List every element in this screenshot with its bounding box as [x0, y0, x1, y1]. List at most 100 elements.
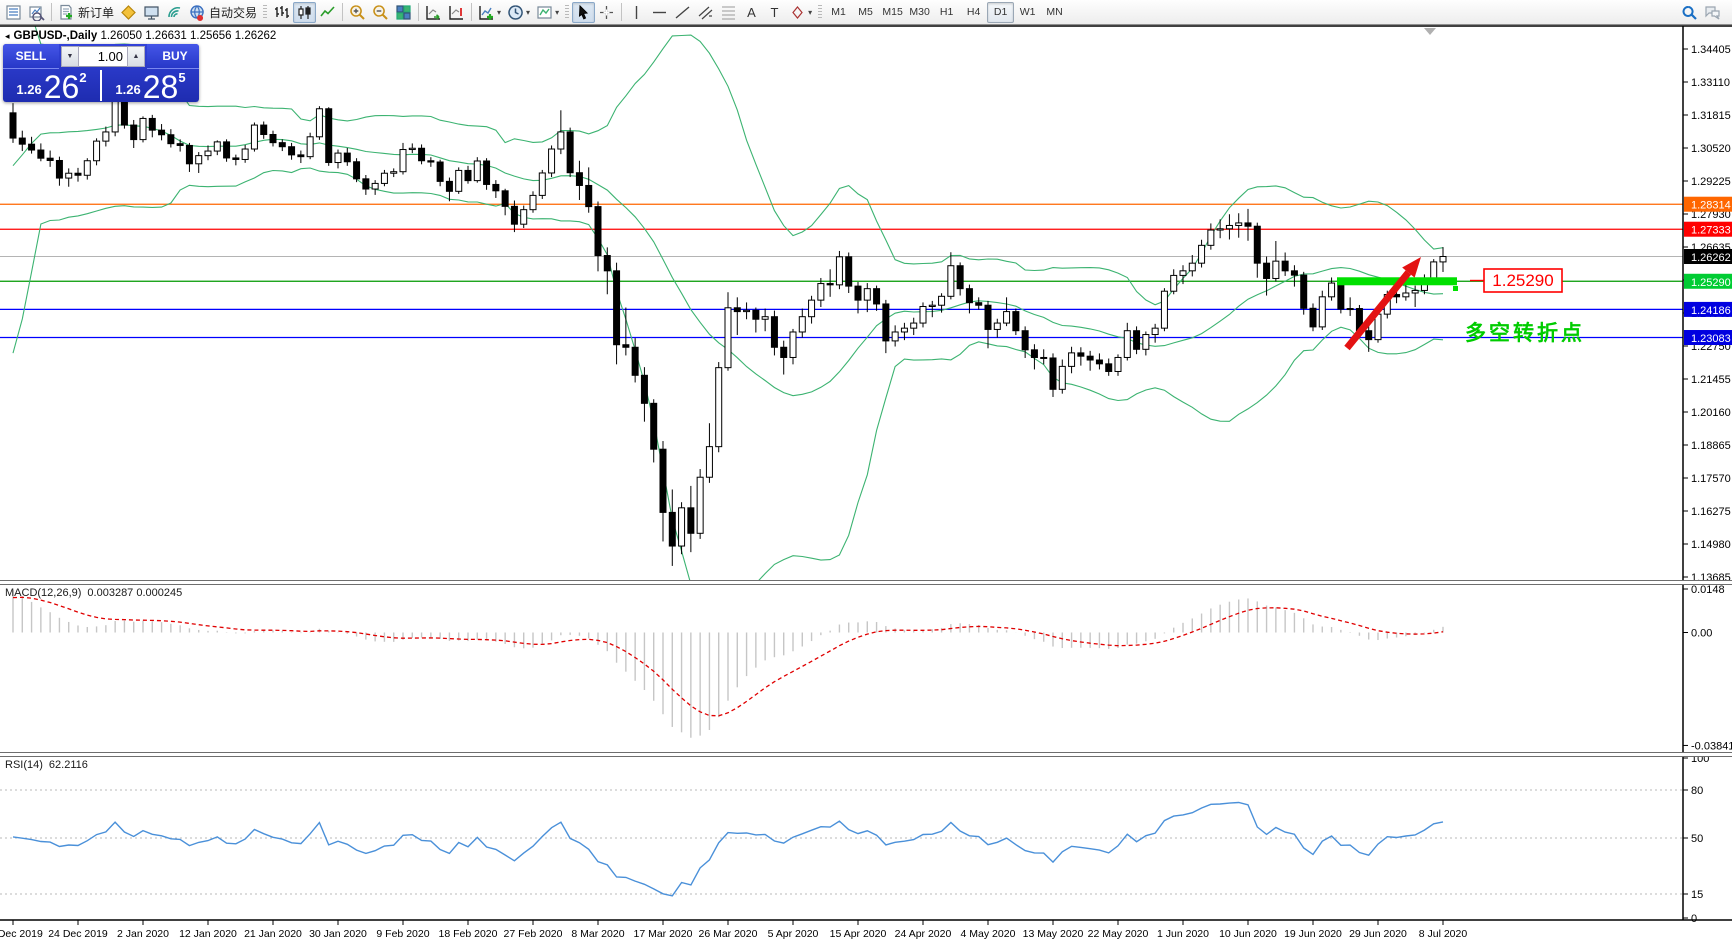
sell-button[interactable]: SELL [3, 44, 59, 69]
candlestick-chart-button[interactable] [293, 1, 317, 23]
templates-button[interactable]: ▾ [533, 2, 562, 23]
time-scale[interactable]: 15 Dec 2019 24 Dec 2019 2 Jan 2020 12 Jan 2… [0, 920, 1467, 940]
chevron-down-icon[interactable]: ▾ [497, 7, 502, 17]
date-tick-label: 5 Apr 2020 [768, 928, 819, 940]
zoom-out-button[interactable] [369, 2, 392, 23]
price-badge-label: 1.27333 [1691, 225, 1731, 237]
candle [761, 316, 769, 320]
candle [975, 302, 983, 306]
text-tool-button[interactable]: T [763, 2, 786, 23]
autotrading-label: 自动交易 [209, 5, 258, 20]
candle [863, 288, 871, 301]
timeframe-h1-button[interactable]: H1 [939, 6, 954, 18]
trade-panel-toggle-icon[interactable]: ◂ [5, 31, 10, 41]
price-divider [100, 70, 102, 101]
rsi-pane-separator[interactable] [0, 752, 1732, 757]
indicators-button[interactable]: ▾ [475, 2, 504, 23]
rsi-scale-label: 80 [1691, 785, 1703, 797]
price-tick-label: 1.14980 [1691, 539, 1731, 551]
candle [668, 511, 676, 547]
volume-input[interactable] [79, 46, 127, 67]
fibonacci-button[interactable] [717, 2, 740, 23]
zoom-in-button[interactable] [346, 2, 369, 23]
candle [185, 144, 193, 165]
timeframe-m5-button[interactable]: M5 [858, 6, 873, 18]
horizontal-line-button[interactable] [648, 2, 671, 23]
timeframe-d1-button[interactable]: D1 [987, 1, 1015, 23]
line-chart-button[interactable] [316, 2, 339, 23]
sell-price[interactable]: 1.26 26 2 [16, 69, 87, 102]
annotation-handle[interactable] [1453, 286, 1458, 291]
metaeditor-button[interactable] [117, 2, 140, 23]
candle [1012, 311, 1020, 332]
autotrading-button[interactable]: 自动交易 [186, 2, 260, 23]
candle [380, 172, 388, 184]
rsi-line [12, 801, 1444, 897]
candle [483, 160, 491, 185]
chart-shift-marker[interactable] [1424, 28, 1436, 35]
annotation-cn-text[interactable]: 多空转折点 [1465, 321, 1585, 345]
candle [1179, 270, 1187, 276]
terminal-button[interactable] [140, 2, 163, 23]
crosshair-button[interactable] [595, 2, 618, 23]
new-chart-button[interactable] [2, 2, 25, 23]
buy-button[interactable]: BUY [147, 44, 199, 69]
candle [315, 108, 323, 138]
chat-button[interactable] [1701, 2, 1724, 23]
fibonacci-icon [722, 6, 736, 19]
bar-chart-button[interactable] [270, 2, 293, 23]
timeframe-m1-button[interactable]: M1 [831, 6, 846, 18]
candle [566, 131, 574, 174]
equidistant-channel-button[interactable] [694, 2, 717, 23]
timeframe-h4-button[interactable]: H4 [966, 6, 981, 18]
toolbar-drag-handle[interactable] [818, 4, 823, 20]
chart-shift-button[interactable] [445, 2, 468, 23]
candle [399, 149, 407, 173]
periods-button[interactable]: ▾ [504, 2, 533, 23]
candle [418, 147, 426, 162]
candle [260, 124, 268, 135]
timeframe-m30-button[interactable]: M30 [909, 6, 930, 18]
trendline-button[interactable] [671, 2, 694, 23]
toolbar-drag-handle[interactable] [565, 4, 570, 20]
candle [529, 194, 537, 211]
chevron-down-icon[interactable]: ▾ [555, 7, 560, 17]
candle [306, 136, 314, 158]
toolbar-separator [342, 3, 344, 21]
tile-windows-button[interactable] [392, 2, 415, 23]
date-tick-label: 8 Mar 2020 [571, 928, 624, 940]
profiles-button[interactable] [25, 2, 48, 23]
shapes-button[interactable]: ▾ [786, 2, 815, 23]
candle [650, 402, 658, 450]
chevron-down-icon[interactable]: ▾ [808, 7, 813, 17]
macd-pane-separator[interactable] [0, 580, 1732, 585]
price-tick-label: 1.21455 [1691, 374, 1731, 386]
arrows-tool-button[interactable]: A [740, 2, 763, 23]
price-tick-label: 1.30520 [1691, 143, 1731, 155]
candle [938, 295, 946, 306]
volume-increase-button[interactable]: ▲ [127, 46, 145, 67]
search-button[interactable] [1678, 2, 1701, 23]
toolbar-drag-handle[interactable] [263, 4, 268, 20]
price-scale[interactable]: 1.34405 1.33110 1.31815 1.30520 1.29225 1.279… [1683, 44, 1732, 925]
vertical-line-button[interactable] [625, 2, 648, 23]
candle [640, 374, 648, 404]
volume-decrease-button[interactable]: ▼ [61, 46, 79, 67]
candle [1225, 224, 1233, 230]
price-callout-box[interactable] [1483, 268, 1563, 293]
auto-scroll-button[interactable] [422, 2, 445, 23]
signals-button[interactable] [163, 2, 186, 23]
buy-price[interactable]: 1.26 28 5 [115, 69, 186, 102]
candle [501, 190, 509, 207]
new-order-button[interactable]: 新订单 [55, 2, 117, 23]
candle [1244, 222, 1252, 227]
timeframe-mn-button[interactable]: MN [1046, 6, 1063, 18]
timeframe-m15-button[interactable]: M15 [882, 6, 903, 18]
timeframe-w1-button[interactable]: W1 [1019, 6, 1036, 18]
candle [1411, 289, 1419, 294]
candle [1077, 352, 1085, 357]
cursor-button[interactable] [572, 1, 596, 23]
chevron-down-icon[interactable]: ▾ [526, 7, 531, 17]
trend-arrow[interactable] [1344, 270, 1412, 351]
